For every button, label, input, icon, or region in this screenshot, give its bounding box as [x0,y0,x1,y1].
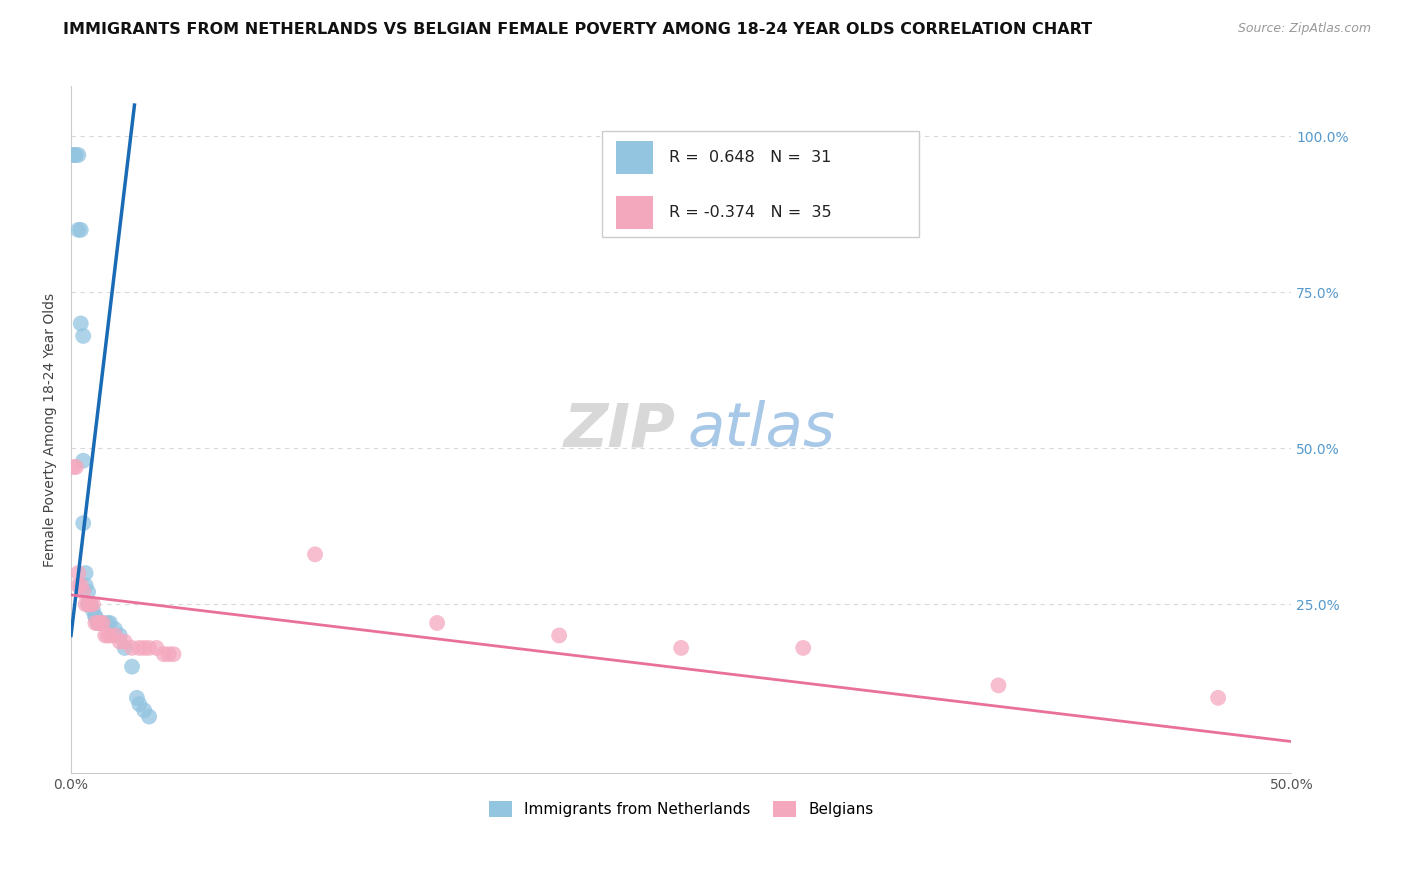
Legend: Immigrants from Netherlands, Belgians: Immigrants from Netherlands, Belgians [482,796,880,823]
Point [82,597,104,611]
Point [72,584,94,599]
Point [62,148,84,162]
Point [69,223,91,237]
Point [84,615,107,630]
Point [1206,690,1229,705]
Point [98,628,121,642]
Point [79,597,101,611]
Point [162,647,184,661]
Point [304,547,326,561]
Point [669,640,692,655]
Point [114,634,136,648]
Y-axis label: Female Poverty Among 18-24 Year Olds: Female Poverty Among 18-24 Year Olds [44,293,58,566]
Point [84,609,107,624]
Point [69,317,91,331]
Point [62,460,84,475]
Point [65,148,87,162]
Point [67,223,90,237]
Point [84,609,107,624]
Point [121,659,143,673]
Point [97,628,120,642]
Point [125,690,148,705]
Text: R =  0.648   N =  31: R = 0.648 N = 31 [669,150,831,165]
Text: Source: ZipAtlas.com: Source: ZipAtlas.com [1237,22,1371,36]
Point [77,584,100,599]
Point [98,615,121,630]
Point [67,566,90,580]
Point [152,647,174,661]
Point [94,628,117,642]
Point [77,597,100,611]
Point [87,615,110,630]
Point [87,615,110,630]
Point [75,578,97,592]
FancyBboxPatch shape [616,141,654,174]
Point [128,640,150,655]
Point [987,678,1010,692]
FancyBboxPatch shape [616,196,654,229]
Point [67,148,90,162]
Point [72,329,94,343]
Point [138,709,160,723]
Point [89,615,111,630]
Point [72,454,94,468]
Point [134,703,156,717]
Text: ZIP: ZIP [564,400,675,459]
Point [62,148,84,162]
Point [75,597,97,611]
FancyBboxPatch shape [602,131,920,237]
Point [792,640,814,655]
Text: atlas: atlas [688,400,835,459]
Point [67,578,90,592]
Text: IMMIGRANTS FROM NETHERLANDS VS BELGIAN FEMALE POVERTY AMONG 18-24 YEAR OLDS CORR: IMMIGRANTS FROM NETHERLANDS VS BELGIAN F… [63,22,1092,37]
Point [108,634,131,648]
Point [65,460,87,475]
Point [72,516,94,530]
Point [75,566,97,580]
Point [104,628,127,642]
Point [128,697,150,711]
Point [89,615,111,630]
Point [91,615,114,630]
Point [69,578,91,592]
Point [108,628,131,642]
Text: R = -0.374   N =  35: R = -0.374 N = 35 [669,205,831,220]
Point [91,615,114,630]
Point [134,640,156,655]
Point [104,622,127,636]
Point [145,640,167,655]
Point [114,640,136,655]
Point [157,647,180,661]
Point [426,615,449,630]
Point [77,597,100,611]
Point [97,615,120,630]
Point [82,603,104,617]
Point [121,640,143,655]
Point [548,628,571,642]
Point [138,640,160,655]
Point [79,597,101,611]
